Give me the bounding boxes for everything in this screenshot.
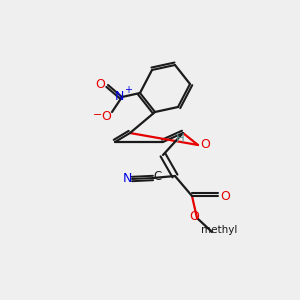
Text: +: + [124,85,132,95]
Text: C: C [154,170,162,184]
Text: O: O [189,209,199,223]
Text: N: N [114,91,124,103]
Text: H: H [176,131,184,145]
Text: methyl: methyl [201,225,237,235]
Text: O: O [101,110,111,124]
Text: O: O [95,79,105,92]
Text: N: N [122,172,132,184]
Text: −: − [93,110,103,120]
Text: O: O [200,137,210,151]
Text: O: O [220,190,230,202]
